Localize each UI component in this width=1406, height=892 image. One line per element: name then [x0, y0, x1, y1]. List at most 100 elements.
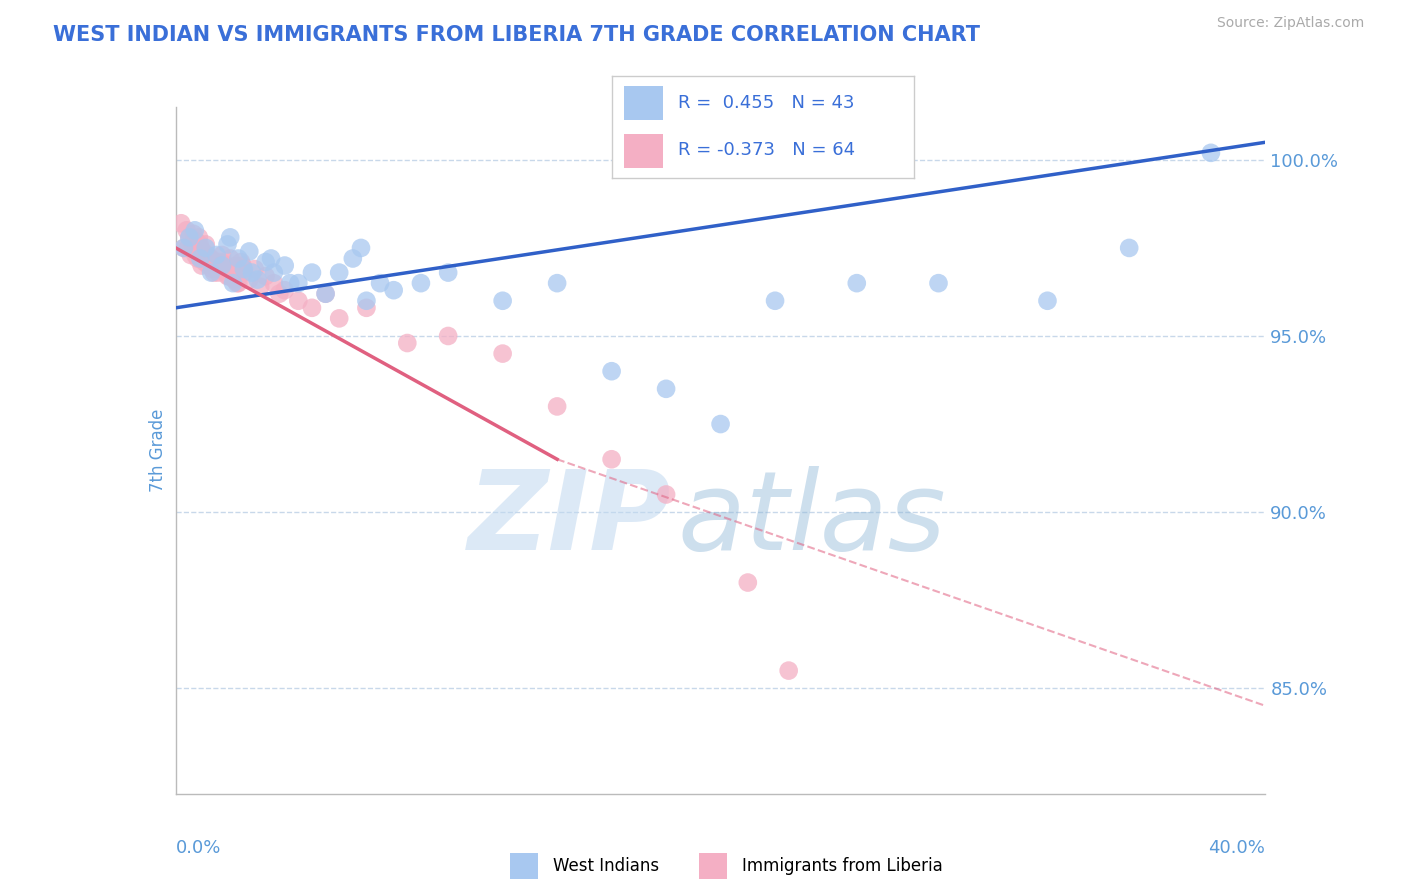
- Point: [269, 286, 291, 301]
- Y-axis label: 7th Grade: 7th Grade: [149, 409, 167, 492]
- Point: [274, 259, 297, 273]
- Point: [188, 241, 211, 255]
- Point: [173, 241, 195, 255]
- Point: [219, 230, 242, 244]
- Point: [328, 311, 350, 326]
- Point: [845, 276, 868, 290]
- Point: [263, 266, 285, 280]
- Point: [179, 230, 201, 244]
- Point: [778, 664, 800, 678]
- Point: [254, 269, 277, 284]
- Point: [301, 266, 323, 280]
- Point: [176, 223, 198, 237]
- Text: R =  0.455   N = 43: R = 0.455 N = 43: [678, 94, 855, 112]
- Text: Source: ZipAtlas.com: Source: ZipAtlas.com: [1216, 16, 1364, 30]
- Point: [655, 487, 678, 501]
- Point: [179, 230, 201, 244]
- Point: [278, 276, 301, 290]
- Point: [191, 244, 214, 259]
- Point: [208, 262, 231, 277]
- Point: [225, 259, 247, 273]
- Point: [260, 252, 283, 266]
- Point: [492, 293, 515, 308]
- Point: [763, 293, 786, 308]
- Point: [263, 276, 285, 290]
- Point: [409, 276, 432, 290]
- Text: R = -0.373   N = 64: R = -0.373 N = 64: [678, 141, 855, 159]
- Point: [173, 241, 195, 255]
- Point: [546, 400, 568, 414]
- Point: [492, 346, 515, 360]
- Point: [222, 266, 245, 280]
- Point: [382, 283, 405, 297]
- Point: [737, 575, 759, 590]
- Point: [181, 237, 204, 252]
- Point: [655, 382, 678, 396]
- Point: [195, 248, 218, 262]
- Point: [201, 262, 224, 277]
- Point: [205, 248, 228, 262]
- Point: [315, 286, 337, 301]
- Point: [217, 269, 239, 284]
- Point: [238, 272, 260, 286]
- Point: [218, 269, 240, 284]
- Point: [222, 276, 245, 290]
- Point: [368, 276, 391, 290]
- Point: [200, 266, 222, 280]
- Bar: [699, 853, 727, 880]
- Point: [232, 262, 254, 277]
- Point: [437, 329, 460, 343]
- Point: [546, 276, 568, 290]
- Point: [328, 266, 350, 280]
- Point: [287, 276, 309, 290]
- Point: [1036, 293, 1059, 308]
- Point: [240, 266, 263, 280]
- Point: [184, 223, 207, 237]
- Point: [600, 364, 623, 378]
- Point: [928, 276, 950, 290]
- Point: [198, 252, 221, 266]
- Point: [219, 252, 242, 266]
- Point: [274, 283, 297, 297]
- Point: [1118, 241, 1140, 255]
- Point: [396, 336, 419, 351]
- Point: [211, 259, 233, 273]
- Text: WEST INDIAN VS IMMIGRANTS FROM LIBERIA 7TH GRADE CORRELATION CHART: WEST INDIAN VS IMMIGRANTS FROM LIBERIA 7…: [53, 25, 980, 45]
- Point: [177, 241, 200, 255]
- Point: [228, 276, 250, 290]
- Text: ZIP: ZIP: [468, 466, 672, 573]
- Point: [197, 259, 219, 273]
- Bar: [624, 135, 664, 168]
- Point: [188, 252, 211, 266]
- Point: [231, 259, 253, 273]
- Point: [187, 230, 209, 244]
- Point: [238, 244, 260, 259]
- Point: [710, 417, 733, 431]
- Point: [209, 255, 232, 269]
- Point: [188, 237, 211, 252]
- Point: [214, 259, 236, 273]
- Bar: [624, 87, 664, 120]
- Point: [180, 248, 202, 262]
- Point: [207, 266, 229, 280]
- Text: 0.0%: 0.0%: [176, 838, 221, 856]
- Point: [193, 255, 215, 269]
- Point: [211, 248, 233, 262]
- Point: [200, 252, 222, 266]
- Point: [193, 252, 215, 266]
- Point: [215, 259, 238, 273]
- Bar: [510, 853, 537, 880]
- Point: [350, 241, 373, 255]
- Point: [170, 216, 193, 230]
- Text: atlas: atlas: [678, 466, 946, 573]
- Point: [194, 241, 217, 255]
- Point: [356, 293, 378, 308]
- Point: [183, 227, 205, 241]
- Point: [184, 244, 207, 259]
- Point: [342, 252, 364, 266]
- Point: [186, 234, 208, 248]
- Point: [226, 276, 249, 290]
- Point: [301, 301, 323, 315]
- Point: [315, 286, 337, 301]
- Text: West Indians: West Indians: [554, 857, 659, 875]
